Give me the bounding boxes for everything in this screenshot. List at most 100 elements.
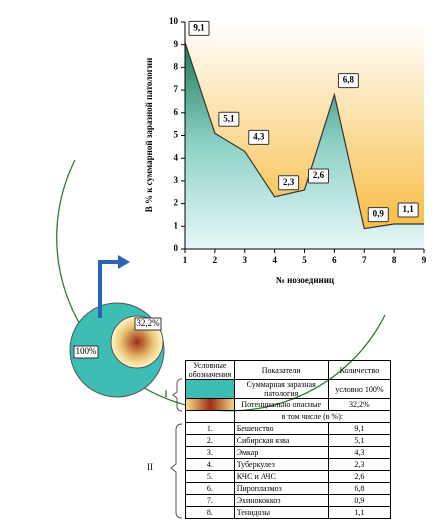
table-cell: Суммарная заразная патология <box>233 379 329 399</box>
table-row: 4. Туберкулез 2,3 <box>185 458 392 471</box>
table-cell: 9,1 <box>327 422 392 435</box>
value-label-box <box>367 207 389 223</box>
table-row: Суммарная заразная патология условно 100% <box>185 379 392 399</box>
table-cell: Эмкар <box>233 446 329 459</box>
table-cell: 4,3 <box>327 446 392 459</box>
table-row: 5. КЧС и АЧС 2,6 <box>185 470 392 483</box>
table-cell: 4. <box>185 458 235 471</box>
table-cell: 5,1 <box>327 434 392 447</box>
table-row: Потенциально опасные 32,2% <box>185 398 392 411</box>
table-cell: 2,3 <box>327 458 392 471</box>
x-tick-label: 3 <box>243 255 248 265</box>
x-tick-label: 9 <box>422 255 427 265</box>
table-cell: Бешенство <box>233 422 329 435</box>
value-label: 0,9 <box>373 209 385 219</box>
y-tick-label: 6 <box>174 107 179 117</box>
value-label-box <box>397 202 419 218</box>
y-tick-label: 1 <box>174 220 179 230</box>
x-axis-title: № нозоединиц <box>276 275 335 285</box>
table-row: 8. Тенидозы 1,1 <box>185 506 392 519</box>
table-cell: Условные обозначения <box>185 360 235 380</box>
table-cell: 0,9 <box>327 494 392 507</box>
table-cell: условно 100% <box>327 379 392 399</box>
value-label: 6,8 <box>343 75 355 85</box>
diagram-label: 100% <box>76 346 98 356</box>
table-cell: 1. <box>185 422 235 435</box>
group-label: I <box>165 389 168 399</box>
table-cell: 2. <box>185 434 235 447</box>
y-tick-label: 7 <box>174 84 179 94</box>
table-row: 6. Пироплазмоз 6,8 <box>185 482 392 495</box>
table-cell: в том числе (в %): <box>233 410 392 423</box>
value-label: 2,6 <box>313 170 325 180</box>
table-row: в том числе (в %): <box>185 410 392 423</box>
table-cell: 8. <box>185 506 235 519</box>
y-tick-label: 4 <box>174 152 179 162</box>
table-cell: 7. <box>185 494 235 507</box>
table-cell: Количество <box>327 360 392 380</box>
table-cell <box>185 410 235 423</box>
table-cell: 5. <box>185 470 235 483</box>
value-label-box <box>337 73 359 89</box>
table-cell: 2,6 <box>327 470 392 483</box>
y-tick-label: 5 <box>174 130 179 140</box>
x-tick-label: 1 <box>183 255 188 265</box>
area <box>185 42 424 250</box>
table-cell: Эхинококкоз <box>233 494 329 507</box>
value-label: 5,1 <box>223 113 235 123</box>
y-tick-label: 2 <box>174 198 179 208</box>
value-label-box <box>308 168 329 184</box>
label-box <box>134 317 162 331</box>
x-tick-label: 6 <box>332 255 337 265</box>
table-cell: Пироплазмоз <box>233 482 329 495</box>
table-row: Условные обозначения Показатели Количество <box>185 360 392 380</box>
y-tick-label: 0 <box>174 243 179 253</box>
value-label: 2,3 <box>283 177 295 187</box>
table-cell: Тенидозы <box>233 506 329 519</box>
table-cell: 6. <box>185 482 235 495</box>
table-cell: КЧС и АЧС <box>233 470 329 483</box>
table-row: 2. Сибирская язва 5,1 <box>185 434 392 447</box>
diagram-label: 32,2% <box>136 318 160 328</box>
y-tick-label: 9 <box>174 39 179 49</box>
table-cell: Туберкулез <box>233 458 329 471</box>
x-tick-label: 7 <box>362 255 367 265</box>
table-cell: 1,1 <box>327 506 392 519</box>
value-label-box <box>218 111 240 127</box>
value-label: 9,1 <box>193 22 205 32</box>
value-label: 4,3 <box>253 131 265 141</box>
legend-table: Условные обозначения Показатели Количество… <box>185 360 392 519</box>
table-row: 1. Бешенство 9,1 <box>185 422 392 435</box>
x-tick-label: 2 <box>213 255 218 265</box>
table-cell: 3. <box>185 446 235 459</box>
label-box <box>73 345 99 359</box>
y-tick-label: 10 <box>169 16 179 26</box>
arrow-head <box>118 255 130 269</box>
legend-swatch <box>185 379 235 399</box>
table-cell: Сибирская язва <box>233 434 329 447</box>
line <box>184 42 424 230</box>
value-label: 1,1 <box>403 204 415 214</box>
legend-swatch <box>185 398 235 411</box>
y-axis-title: В % к суммарной заразной патологии <box>144 58 154 213</box>
bracket <box>170 423 183 519</box>
value-label-box <box>188 20 210 36</box>
bracket <box>172 378 183 412</box>
table-cell: Показатели <box>233 360 329 380</box>
y-tick-label: 3 <box>174 175 179 185</box>
y-tick-label: 8 <box>174 61 179 71</box>
table-row: 7. Эхинококкоз 0,9 <box>185 494 392 507</box>
x-tick-label: 5 <box>302 255 307 265</box>
x-tick-label: 8 <box>392 255 397 265</box>
table-cell: 32,2% <box>327 398 392 411</box>
arrow <box>98 260 120 318</box>
x-tick-label: 4 <box>272 255 277 265</box>
table-row: 3. Эмкар 4,3 <box>185 446 392 459</box>
table-cell: 6,8 <box>327 482 392 495</box>
value-label-box <box>278 175 300 191</box>
table-cell: Потенциально опасные <box>233 398 329 411</box>
value-label-box <box>248 129 270 145</box>
group-label: II <box>147 462 153 472</box>
